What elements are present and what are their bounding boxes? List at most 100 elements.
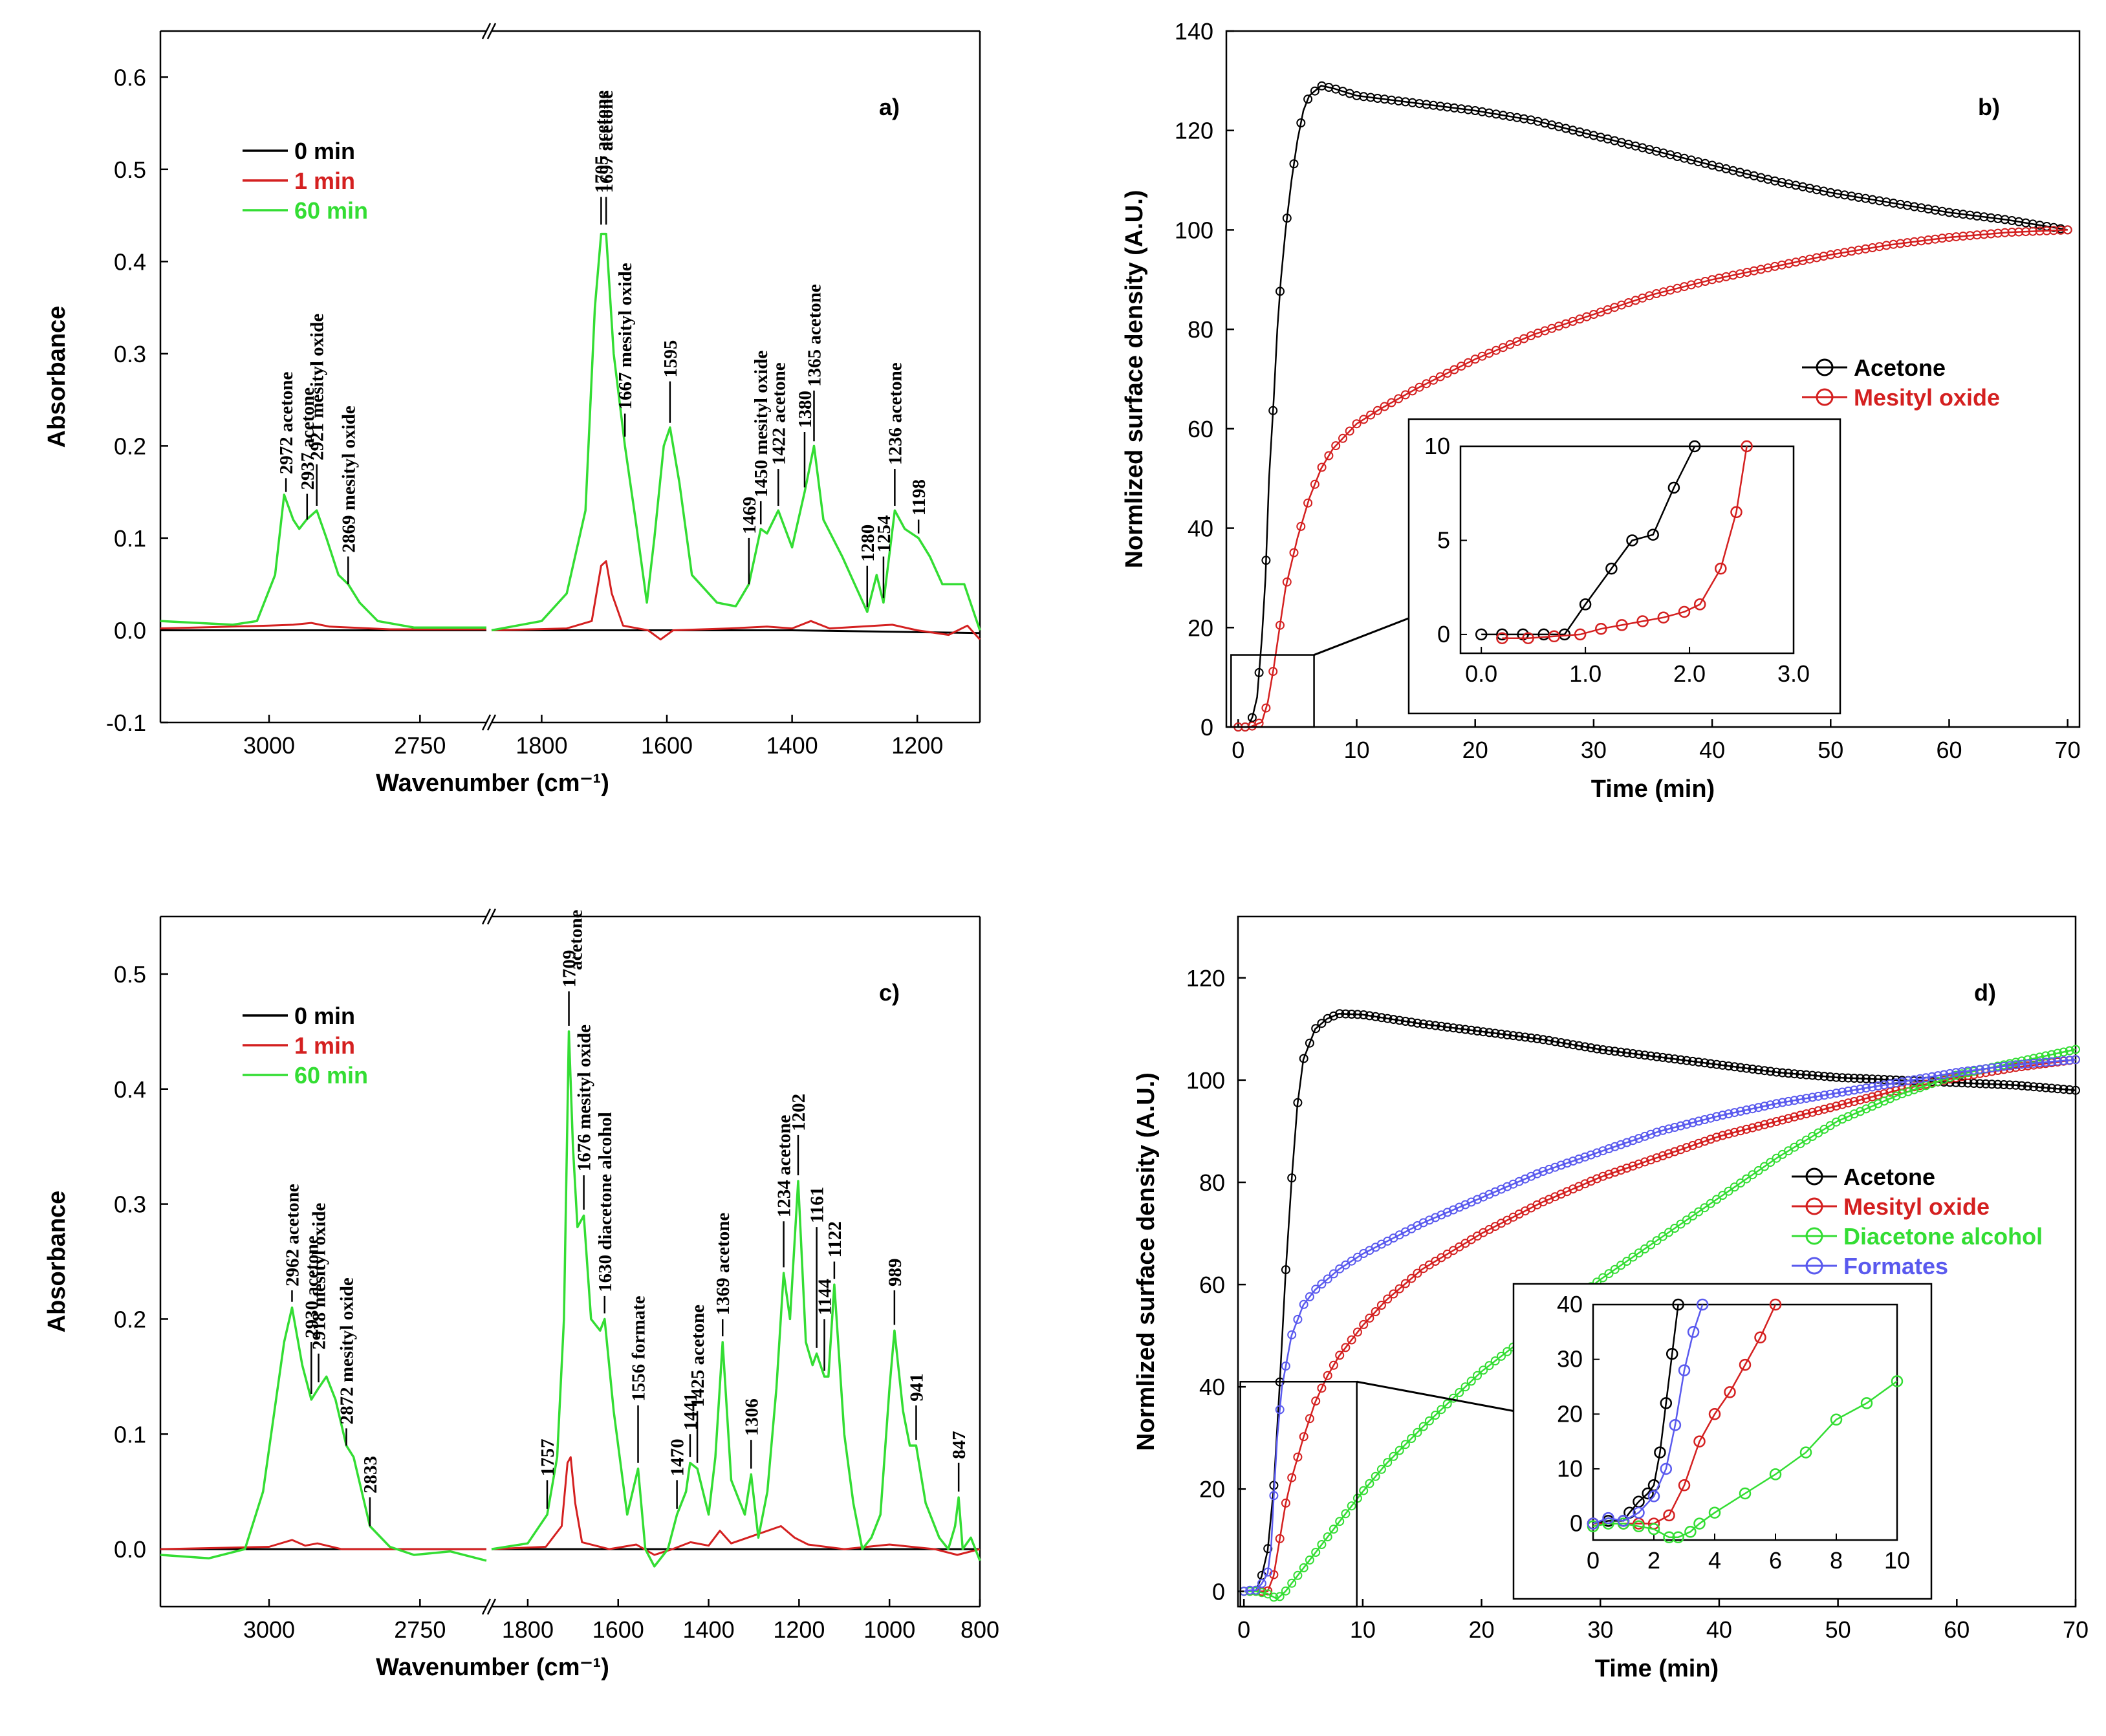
data-marker	[1790, 1096, 1799, 1105]
data-marker	[1310, 479, 1319, 489]
peak-annotation: 2930 acetone	[301, 1235, 322, 1338]
data-marker	[1261, 703, 1271, 713]
data-marker	[1930, 234, 1940, 244]
y-tick-label: 80	[1199, 1169, 1225, 1196]
data-marker	[1457, 362, 1466, 371]
data-marker	[1951, 208, 1961, 218]
data-marker	[1449, 365, 1459, 374]
data-marker	[1305, 1555, 1314, 1565]
data-marker	[1670, 1147, 1680, 1156]
peak-annotation: 1236 acetone	[885, 362, 906, 465]
data-marker	[1981, 1079, 1991, 1089]
inset-data-marker	[1715, 562, 1727, 575]
inset-data-marker	[1769, 1298, 1782, 1311]
data-marker	[1766, 1158, 1775, 1167]
series-line	[491, 232, 981, 632]
data-marker	[1979, 212, 1989, 222]
data-marker	[1993, 1080, 2003, 1089]
data-marker	[2056, 225, 2065, 235]
peak-annotation: 1709	[559, 950, 580, 988]
plot-frame	[1237, 915, 2077, 1608]
data-marker	[1490, 1028, 1500, 1038]
y-tick-label: 0	[1212, 1578, 1225, 1605]
peak-annotation: 847	[949, 1431, 970, 1459]
series-60-min	[160, 1030, 981, 1568]
peak-annotation: 1306	[741, 1398, 762, 1436]
x-tick-label: 0	[1237, 1616, 1250, 1643]
inset-data-marker	[1739, 1358, 1752, 1371]
inset-series-Diacetone-alcohol	[1587, 1375, 1904, 1544]
data-marker	[1814, 1106, 1823, 1116]
data-marker	[1484, 1361, 1494, 1371]
data-marker	[1371, 1307, 1380, 1316]
data-marker	[1670, 1123, 1680, 1132]
data-marker	[1352, 1327, 1362, 1337]
data-marker	[1849, 1097, 1859, 1106]
data-marker	[1730, 1108, 1739, 1118]
data-marker	[1921, 1073, 1931, 1083]
y-tick-label: 0.5	[114, 157, 146, 183]
data-marker	[1383, 1014, 1393, 1023]
inset-data-marker	[1496, 632, 1508, 644]
data-marker	[1944, 208, 1954, 217]
data-marker	[1442, 369, 1452, 378]
peak-annotation: acetone	[565, 909, 586, 970]
data-marker	[1862, 1094, 1871, 1103]
x-tick-label: 1400	[683, 1616, 735, 1643]
inset-data-marker	[1587, 1517, 1600, 1530]
inset-data-marker	[1860, 1397, 1873, 1409]
data-marker	[1373, 406, 1382, 415]
data-marker	[1688, 1141, 1697, 1150]
x-tick-label: 20	[1469, 1616, 1495, 1643]
data-marker	[1838, 1087, 1847, 1097]
inset-y-tick-label: 30	[1557, 1346, 1583, 1373]
y-tick-label: -0.1	[106, 710, 146, 736]
data-marker	[1359, 1486, 1369, 1495]
inset-data-marker	[1475, 628, 1488, 641]
data-marker	[1963, 1066, 1973, 1076]
peak-annotation: 2937 acetone	[298, 387, 318, 490]
legend-marker	[1816, 388, 1834, 406]
data-marker	[2029, 1054, 2039, 1063]
data-marker	[1718, 1111, 1728, 1120]
data-marker	[1586, 1043, 1596, 1052]
data-marker	[1293, 1570, 1303, 1580]
data-marker	[1957, 1067, 1967, 1076]
data-marker	[1460, 1382, 1470, 1392]
peak-annotation: 2921 mesityl oxide	[307, 314, 328, 461]
data-marker	[1640, 1244, 1649, 1253]
data-marker	[1904, 1076, 1913, 1085]
y-tick-label: 0	[1200, 714, 1213, 741]
data-marker	[1760, 1120, 1769, 1129]
data-marker	[1329, 1360, 1338, 1370]
data-marker	[1395, 1015, 1404, 1025]
data-marker	[1323, 1532, 1332, 1542]
panel-label: d)	[1974, 979, 1996, 1006]
y-tick-label: 0.1	[114, 1421, 146, 1448]
data-marker	[1819, 1104, 1829, 1114]
inset-data-marker	[1663, 1509, 1675, 1522]
data-marker	[1975, 1079, 1984, 1089]
data-marker	[1933, 1077, 1943, 1086]
data-marker	[2023, 1081, 2032, 1091]
data-marker	[1867, 1082, 1877, 1092]
data-marker	[1999, 1061, 2008, 1071]
data-marker	[1257, 1588, 1266, 1598]
data-marker	[1670, 1224, 1680, 1233]
data-marker	[1924, 235, 1933, 244]
data-marker	[2029, 1082, 2039, 1092]
data-marker	[1366, 410, 1376, 420]
data-marker	[2071, 1085, 2080, 1095]
data-marker	[1652, 1153, 1662, 1163]
data-marker	[1993, 1062, 2003, 1072]
data-marker	[1526, 1033, 1536, 1043]
data-marker	[1437, 1021, 1446, 1031]
data-marker	[1347, 1335, 1356, 1345]
inset-data-marker	[1602, 1512, 1614, 1524]
data-marker	[1616, 1166, 1625, 1175]
inset-chart: 0 10 20 30 40 0 2 4 6 8 10	[1512, 1283, 1933, 1600]
data-marker	[1843, 1098, 1853, 1108]
data-marker	[1550, 1162, 1560, 1172]
